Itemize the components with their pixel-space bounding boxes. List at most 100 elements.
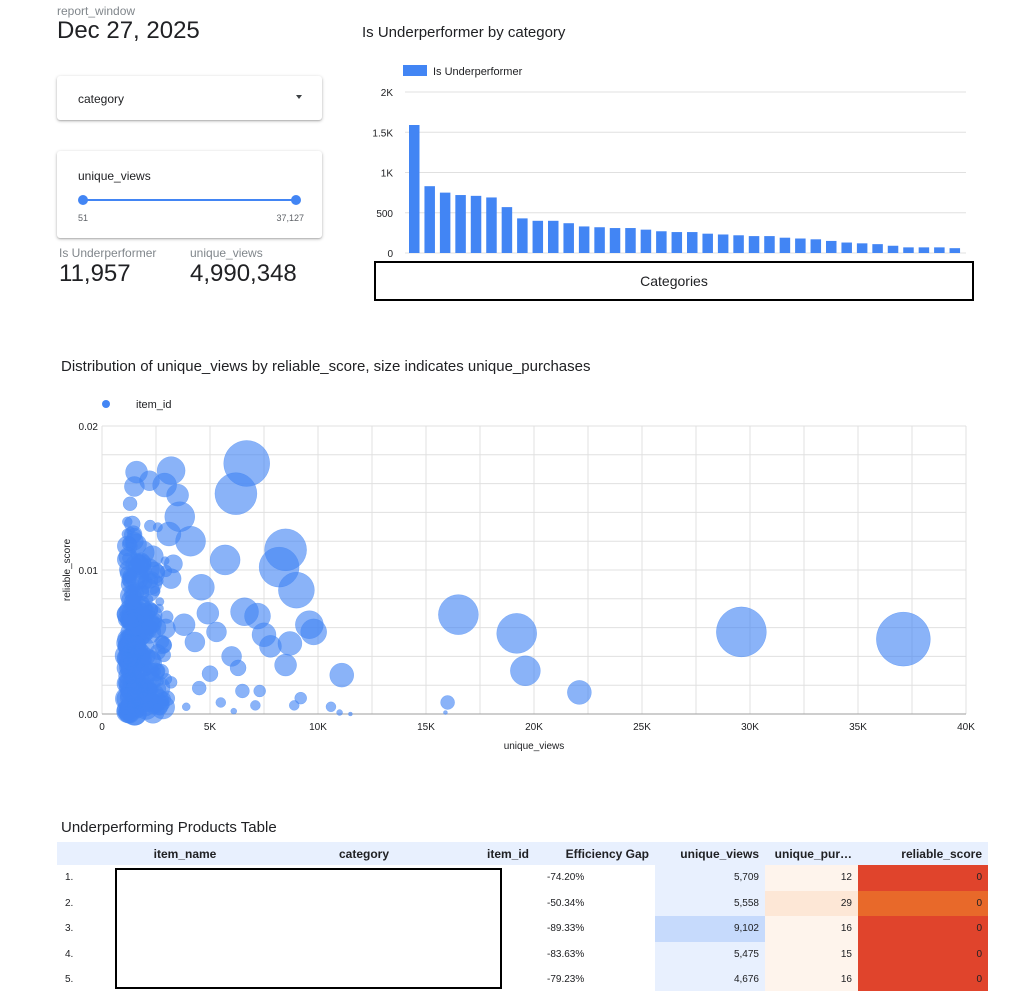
- slider-min-handle[interactable]: [78, 195, 88, 205]
- bar[interactable]: [501, 207, 513, 253]
- scatter-point[interactable]: [125, 531, 144, 551]
- scatter-point[interactable]: [716, 606, 767, 658]
- scatter-point[interactable]: [209, 544, 241, 576]
- scatter-point[interactable]: [122, 496, 138, 512]
- scatter-point[interactable]: [336, 709, 343, 716]
- scatter-point[interactable]: [325, 701, 337, 713]
- scatter-point[interactable]: [496, 613, 537, 654]
- bar[interactable]: [656, 231, 667, 253]
- scatter-point[interactable]: [121, 633, 139, 651]
- scatter-point[interactable]: [440, 695, 455, 710]
- bar[interactable]: [887, 245, 899, 253]
- bar[interactable]: [409, 125, 420, 253]
- table-row[interactable]: 5. -79.23% 4,676 16 0: [57, 967, 988, 991]
- scatter-point[interactable]: [329, 662, 355, 688]
- scatter-point[interactable]: [130, 552, 152, 574]
- col-efficiency-gap[interactable]: Efficiency Gap: [535, 842, 655, 865]
- col-item-id[interactable]: item_id: [395, 842, 535, 865]
- scatter-point[interactable]: [133, 690, 151, 708]
- bar[interactable]: [455, 195, 466, 253]
- scatter-point[interactable]: [206, 621, 227, 643]
- bar[interactable]: [594, 227, 605, 253]
- table-row[interactable]: 3. -89.33% 9,102 16 0: [57, 916, 988, 942]
- bar[interactable]: [872, 244, 883, 253]
- bar[interactable]: [563, 223, 574, 253]
- scatter-point[interactable]: [124, 691, 136, 702]
- scatter-point[interactable]: [123, 593, 141, 610]
- col-unique-purchases[interactable]: unique_pur…: [765, 842, 858, 865]
- scatter-point[interactable]: [201, 665, 219, 682]
- bar[interactable]: [795, 238, 806, 253]
- scatter-point[interactable]: [181, 702, 191, 712]
- bar[interactable]: [424, 186, 435, 253]
- scatter-point[interactable]: [184, 631, 206, 653]
- scatter-point[interactable]: [150, 663, 166, 679]
- scatter-point[interactable]: [123, 515, 141, 533]
- bar[interactable]: [517, 218, 528, 253]
- scatter-point[interactable]: [196, 601, 220, 625]
- scatter-point[interactable]: [229, 659, 247, 677]
- scatter-point[interactable]: [150, 695, 175, 720]
- scatter-point[interactable]: [348, 711, 353, 717]
- bar[interactable]: [671, 232, 683, 253]
- scatter-point[interactable]: [139, 648, 156, 665]
- scatter-point[interactable]: [153, 635, 172, 655]
- bar[interactable]: [717, 234, 729, 253]
- scatter-point[interactable]: [188, 574, 215, 601]
- bar[interactable]: [439, 192, 451, 253]
- bar[interactable]: [903, 247, 914, 253]
- bar[interactable]: [779, 237, 791, 253]
- scatter-point[interactable]: [253, 684, 266, 698]
- bar[interactable]: [748, 236, 760, 253]
- bar[interactable]: [949, 248, 961, 253]
- scatter-point[interactable]: [123, 671, 137, 685]
- table-row[interactable]: 2. -50.34% 5,558 29 0: [57, 890, 988, 916]
- bar[interactable]: [702, 233, 713, 253]
- scatter-point[interactable]: [145, 617, 167, 638]
- scatter-point[interactable]: [156, 521, 182, 547]
- bar[interactable]: [934, 247, 945, 253]
- scatter-point[interactable]: [172, 613, 196, 636]
- bar[interactable]: [841, 242, 852, 253]
- scatter-point[interactable]: [214, 472, 258, 515]
- bar[interactable]: [486, 197, 497, 253]
- bar[interactable]: [609, 228, 621, 253]
- col-unique-views[interactable]: unique_views: [655, 842, 765, 865]
- bar[interactable]: [764, 236, 775, 253]
- scatter-point[interactable]: [876, 611, 931, 667]
- bar[interactable]: [532, 220, 544, 253]
- scatter-point[interactable]: [250, 700, 261, 711]
- scatter-point[interactable]: [294, 691, 307, 705]
- table-row[interactable]: 1. -74.20% 5,709 12 0: [57, 865, 988, 891]
- scatter-point[interactable]: [288, 700, 300, 711]
- scatter-point[interactable]: [443, 710, 448, 715]
- scatter-point[interactable]: [191, 680, 207, 696]
- bar[interactable]: [548, 220, 559, 253]
- scatter-point[interactable]: [277, 631, 303, 656]
- slider-track[interactable]: [82, 199, 296, 201]
- bar[interactable]: [810, 239, 822, 253]
- scatter-point[interactable]: [164, 676, 178, 689]
- bar[interactable]: [640, 229, 652, 253]
- category-dropdown[interactable]: category: [57, 76, 322, 120]
- scatter-point[interactable]: [122, 652, 138, 667]
- col-item-name[interactable]: item_name: [115, 842, 255, 865]
- bar[interactable]: [687, 232, 698, 253]
- bar[interactable]: [856, 243, 868, 253]
- scatter-point[interactable]: [274, 653, 297, 677]
- bar[interactable]: [918, 247, 930, 253]
- col-reliable-score[interactable]: reliable_score: [858, 842, 988, 865]
- scatter-point[interactable]: [121, 613, 139, 631]
- col-category[interactable]: category: [255, 842, 395, 865]
- scatter-point[interactable]: [215, 697, 227, 708]
- scatter-point[interactable]: [300, 618, 327, 646]
- slider-max-handle[interactable]: [291, 195, 301, 205]
- bar[interactable]: [578, 226, 590, 253]
- bar[interactable]: [470, 195, 482, 253]
- table-row[interactable]: 4. -83.63% 5,475 15 0: [57, 941, 988, 967]
- scatter-point[interactable]: [134, 602, 156, 624]
- bar[interactable]: [826, 240, 837, 253]
- scatter-point[interactable]: [139, 470, 160, 491]
- scatter-point[interactable]: [567, 680, 592, 705]
- scatter-point[interactable]: [278, 571, 315, 609]
